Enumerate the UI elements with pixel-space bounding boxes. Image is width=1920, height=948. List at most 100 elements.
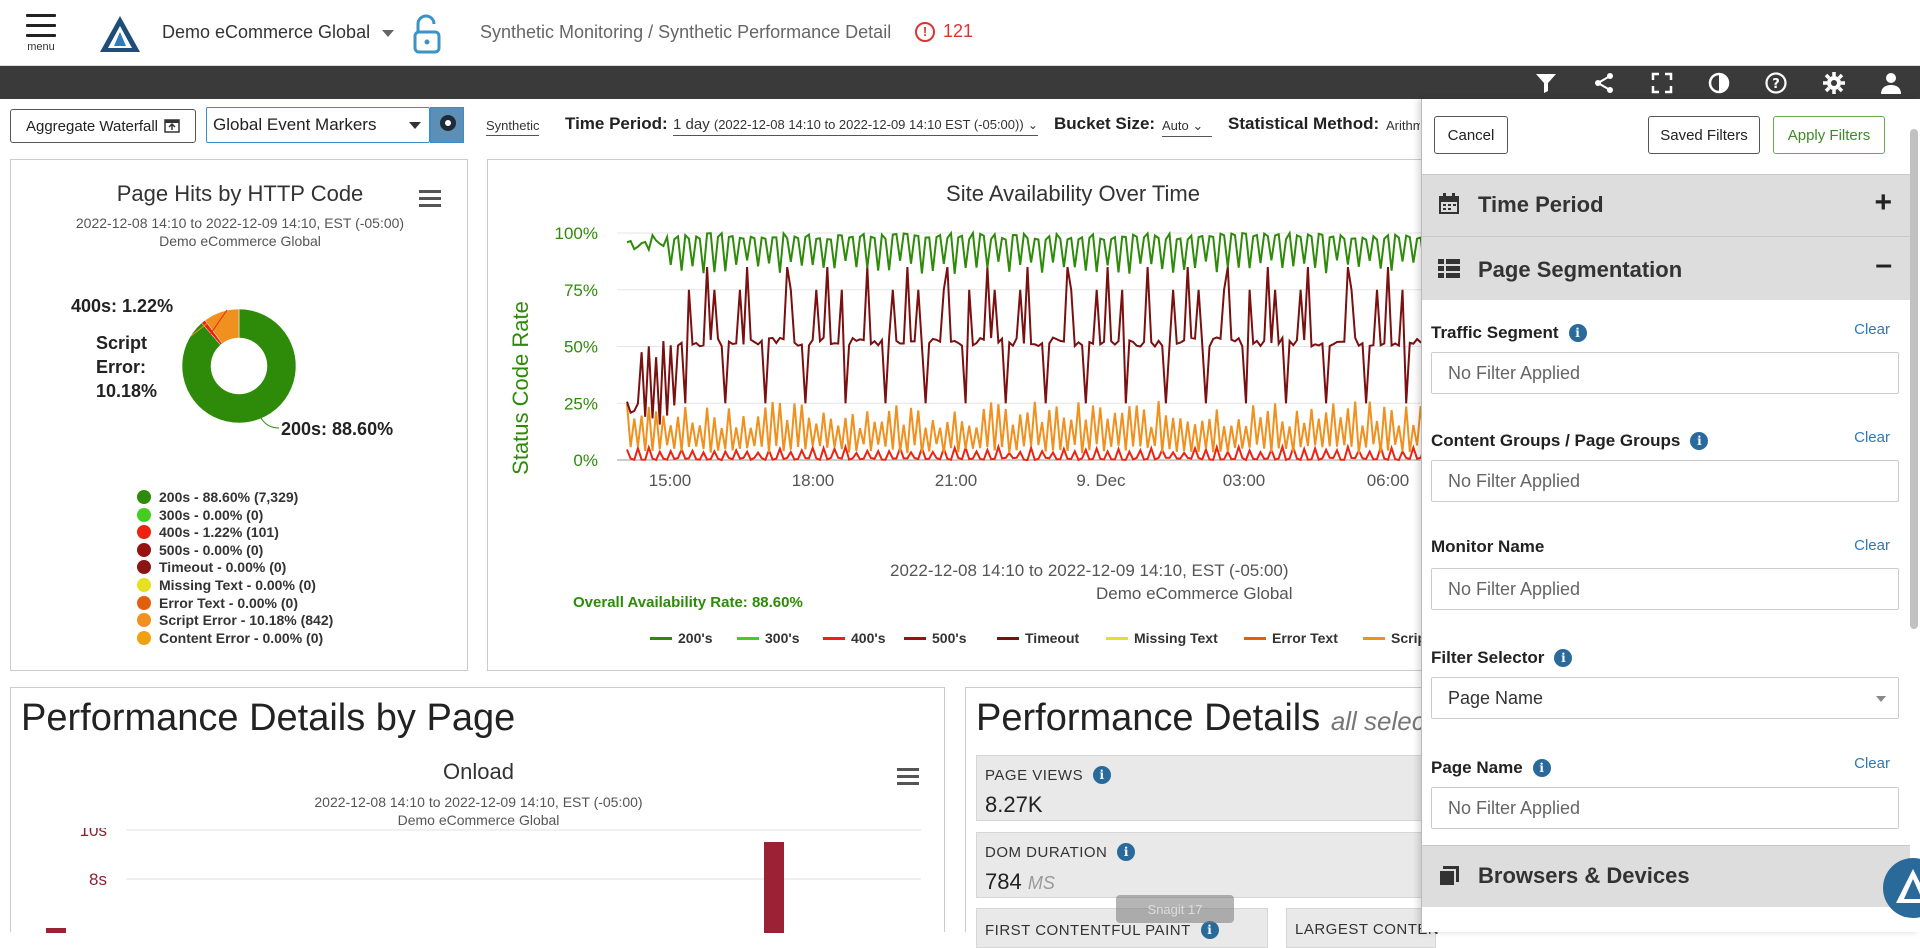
info-icon[interactable]: i (1568, 324, 1587, 342)
info-icon[interactable]: i (1093, 766, 1112, 784)
chevron-down-icon: ⌄ (1192, 118, 1204, 133)
monitor-name-label-text: Monitor Name (1431, 537, 1545, 556)
onload-bar[interactable] (46, 928, 66, 933)
legend-dot-icon (137, 595, 151, 610)
dom-duration-label-text: DOM DURATION (985, 843, 1108, 861)
apply-filters-button[interactable]: Apply Filters (1773, 116, 1885, 154)
filter-selector-value: Page Name (1448, 687, 1544, 708)
event-markers-select[interactable]: Global Event Markers (206, 107, 430, 143)
onload-chart-subtitle: 2022-12-08 14:10 to 2022-12-09 14:10, ES… (314, 794, 643, 810)
info-icon[interactable]: i (1532, 759, 1551, 777)
pie-legend-label: Error Text - 0.00% (0) (159, 594, 299, 611)
pie-legend-label: Content Error - 0.00% (0) (159, 629, 324, 646)
pie-legend-label: 300s - 0.00% (0) (159, 506, 264, 523)
filter-icon[interactable] (1534, 71, 1558, 95)
pie-chart (181, 308, 297, 429)
bucket-size-select[interactable]: Auto ⌄ (1162, 118, 1212, 137)
filter-selector-select[interactable]: Page Name (1431, 677, 1899, 719)
share-icon[interactable] (1592, 71, 1616, 95)
app-dropdown-icon[interactable] (382, 30, 394, 37)
info-icon[interactable]: i (1117, 843, 1136, 861)
pie-legend-item[interactable]: Missing Text - 0.00% (0) (137, 577, 316, 593)
stat-method-label: Statistical Method: (1228, 114, 1380, 133)
pie-legend-item[interactable]: Content Error - 0.00% (0) (137, 630, 323, 646)
unlock-icon[interactable] (410, 12, 444, 56)
settings-icon[interactable] (1822, 71, 1846, 95)
pie-legend-item[interactable]: 200s - 88.60% (7,329) (137, 489, 298, 505)
page-name-clear-link[interactable]: Clear (1854, 755, 1890, 772)
fullscreen-icon[interactable] (1650, 71, 1674, 95)
content-groups-clear-link[interactable]: Clear (1854, 429, 1890, 446)
onload-bar[interactable] (764, 842, 784, 933)
monitor-name-clear-link[interactable]: Clear (1854, 537, 1890, 554)
page-segmentation-section-title: Page Segmentation (1478, 257, 1683, 282)
availability-legend-item[interactable]: 200's (650, 630, 712, 646)
saved-filters-button[interactable]: Saved Filters (1648, 116, 1760, 154)
pie-legend-item[interactable]: Timeout - 0.00% (0) (137, 559, 286, 575)
collapse-minus-icon[interactable]: – (1875, 248, 1892, 281)
availability-legend-label: Timeout (1025, 630, 1080, 646)
availability-subtitle-app: Demo eCommerce Global (1096, 584, 1293, 603)
pie-legend-item[interactable]: Error Text - 0.00% (0) (137, 595, 298, 611)
time-period-range: (2022-12-08 14:10 to 2022-12-09 14:10 ES… (713, 117, 1024, 132)
alert-counter[interactable]: ! 121 (915, 21, 973, 42)
legend-dot-icon (137, 630, 151, 645)
pie-legend-label: Missing Text - 0.00% (0) (159, 577, 316, 593)
help-icon[interactable]: ? (1764, 71, 1788, 95)
info-icon[interactable]: i (1690, 432, 1709, 450)
info-icon[interactable]: i (1200, 921, 1219, 939)
snagit-overlay: Snagit 17 (1116, 895, 1234, 923)
info-icon[interactable]: i (1554, 649, 1573, 667)
expand-plus-icon[interactable]: + (1874, 186, 1892, 219)
pie-label-400s: 400s: 1.22% (71, 296, 174, 316)
user-icon[interactable] (1879, 71, 1903, 95)
traffic-segment-input[interactable]: No Filter Applied (1431, 352, 1899, 394)
aggregate-waterfall-button[interactable]: Aggregate Waterfall (10, 109, 196, 143)
series-script-error-line (626, 401, 1428, 454)
traffic-segment-clear-link[interactable]: Clear (1854, 321, 1890, 338)
cancel-button[interactable]: Cancel (1434, 116, 1508, 154)
availability-legend-item[interactable]: Timeout (997, 630, 1079, 646)
help-chat-logo-icon[interactable] (1882, 857, 1920, 919)
page-name-input[interactable]: No Filter Applied (1431, 787, 1899, 829)
content-groups-input[interactable]: No Filter Applied (1431, 460, 1899, 502)
pie-slice-script-error[interactable] (204, 308, 240, 344)
legend-line-icon (997, 636, 1019, 640)
availability-legend-item[interactable]: 400's (823, 630, 885, 646)
pie-legend-label: Timeout - 0.00% (0) (159, 559, 287, 576)
availability-legend-item[interactable]: 300's (737, 630, 799, 646)
x-tick-label: 06:00 (1367, 471, 1410, 490)
pie-legend-item[interactable]: 500s - 0.00% (0) (137, 542, 263, 558)
time-period-section-header[interactable]: Time Period + (1422, 174, 1910, 236)
series-timeout-line (626, 266, 1428, 425)
availability-legend-item[interactable]: Missing Text (1106, 630, 1218, 646)
pie-legend-item[interactable]: 300s - 0.00% (0) (137, 507, 263, 523)
chart-menu-icon[interactable] (419, 190, 441, 211)
monitor-name-input[interactable]: No Filter Applied (1431, 568, 1899, 610)
sidebar-scrollbar[interactable] (1910, 129, 1918, 629)
chart-menu-icon[interactable] (897, 768, 919, 789)
menu-button[interactable]: menu (24, 14, 58, 53)
synthetic-filter[interactable]: Synthetic (486, 118, 540, 136)
pie-chart-subtitle: 2022-12-08 14:10 to 2022-12-09 14:10, ES… (75, 215, 405, 231)
page-views-label-text: PAGE VIEWS (985, 766, 1084, 784)
perf-details-heading-text: Performance Details (976, 697, 1321, 739)
app-selector[interactable]: Demo eCommerce Global (162, 22, 371, 42)
series-400s-line (626, 443, 1428, 462)
pie-slice-200s[interactable] (181, 308, 297, 424)
event-marker-pin-button[interactable] (430, 107, 464, 143)
availability-legend-item[interactable]: 500's (904, 630, 966, 646)
browsers-devices-section-header[interactable]: Browsers & Devices (1422, 845, 1910, 907)
stat-method-select[interactable]: Arithm (1386, 118, 1420, 133)
page-segmentation-section-header[interactable]: Page Segmentation – (1422, 236, 1910, 300)
pie-legend-item[interactable]: Script Error - 10.18% (842) (137, 612, 333, 628)
availability-legend-item[interactable]: Error Text (1244, 630, 1338, 646)
contrast-icon[interactable] (1707, 71, 1731, 95)
fcp-label: FIRST CONTENTFUL PAINT i (985, 921, 1219, 939)
pie-legend-item[interactable]: 400s - 1.22% (101) (137, 524, 279, 540)
time-period-select[interactable]: 1 day (2022-12-08 14:10 to 2022-12-09 14… (673, 116, 1038, 136)
bucket-size-label: Bucket Size: (1054, 114, 1156, 133)
availability-legend-item[interactable]: Scrip (1363, 630, 1426, 646)
dom-duration-label: DOM DURATION i (985, 843, 1136, 861)
aggregate-waterfall-label: Aggregate Waterfall (25, 117, 158, 135)
